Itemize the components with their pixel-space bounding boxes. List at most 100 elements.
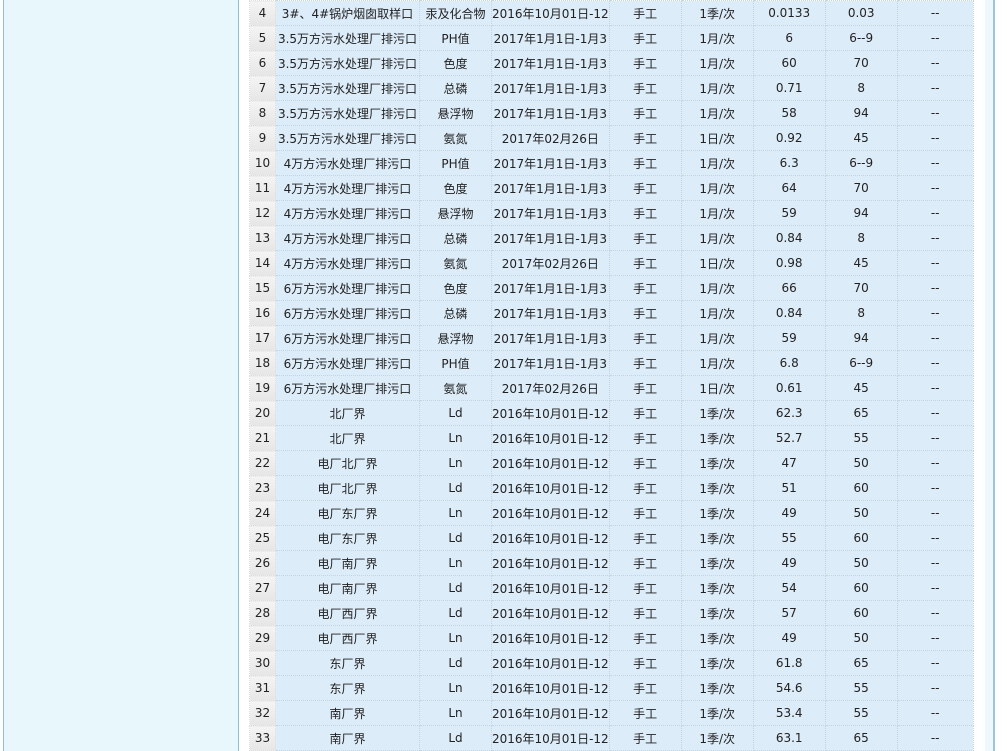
method-cell: 手工 bbox=[608, 675, 682, 701]
limit-value-cell: 65 bbox=[824, 650, 898, 676]
monitoring-point-cell: 6万方污水处理厂排污口 bbox=[275, 325, 420, 351]
limit-value-cell: 6--9 bbox=[824, 350, 898, 376]
measured-value-cell: 0.84 bbox=[752, 225, 826, 251]
method-cell: 手工 bbox=[608, 450, 682, 476]
method-cell: 手工 bbox=[608, 400, 682, 426]
monitoring-date-cell: 2017年1月1日-1月3 bbox=[491, 225, 610, 251]
limit-value-cell: 55 bbox=[824, 675, 898, 701]
pollutant-cell: 总磷 bbox=[419, 75, 492, 101]
measured-value-cell: 49 bbox=[752, 550, 826, 576]
method-cell: 手工 bbox=[608, 25, 682, 51]
limit-value-cell: 60 bbox=[824, 575, 898, 601]
remark-cell: -- bbox=[896, 225, 974, 251]
frequency-cell: 1季/次 bbox=[680, 675, 754, 701]
monitoring-point-cell: 4万方污水处理厂排污口 bbox=[275, 200, 420, 226]
table-row: 9 3.5万方污水处理厂排污口 氨氮 2017年02月26日 手工 1日/次 0.92 45-… bbox=[249, 125, 974, 151]
pollutant-cell: Ld bbox=[419, 575, 492, 601]
table-row: 21 北厂界 Ln 2016年10月01日-12 手工 1季/次 52.7 55 -- bbox=[249, 425, 974, 451]
monitoring-point-cell: 4万方污水处理厂排污口 bbox=[275, 225, 420, 251]
monitoring-point-cell: 东厂界 bbox=[275, 675, 420, 701]
frequency-cell: 1月/次 bbox=[680, 275, 754, 301]
pollutant-cell: 悬浮物 bbox=[419, 325, 492, 351]
monitoring-point-cell: 电厂西厂界 bbox=[275, 600, 420, 626]
remark-cell: -- bbox=[896, 625, 974, 651]
method-cell: 手工 bbox=[608, 725, 682, 751]
monitoring-point-cell: 电厂北厂界 bbox=[275, 475, 420, 501]
row-number-cell: 6 bbox=[249, 50, 276, 76]
method-cell: 手工 bbox=[608, 600, 682, 626]
pollutant-cell: Ln bbox=[419, 450, 492, 476]
pollutant-cell: Ld bbox=[419, 600, 492, 626]
pollutant-cell: 总磷 bbox=[419, 225, 492, 251]
pollutant-cell: 氨氮 bbox=[419, 375, 492, 401]
monitoring-date-cell: 2017年1月1日-1月3 bbox=[491, 275, 610, 301]
monitoring-point-cell: 电厂北厂界 bbox=[275, 450, 420, 476]
limit-value-cell: 8 bbox=[824, 300, 898, 326]
limit-value-cell: 8 bbox=[824, 225, 898, 251]
row-number-cell: 7 bbox=[249, 75, 276, 101]
monitoring-point-cell: 4万方污水处理厂排污口 bbox=[275, 175, 420, 201]
pollutant-cell: Ln bbox=[419, 700, 492, 726]
row-number-cell: 9 bbox=[249, 125, 276, 151]
row-number-cell: 10 bbox=[249, 150, 276, 176]
row-number-cell: 29 bbox=[249, 625, 276, 651]
measured-value-cell: 63.1 bbox=[752, 725, 826, 751]
pollutant-cell: Ld bbox=[419, 525, 492, 551]
pollutant-cell: Ln bbox=[419, 550, 492, 576]
measured-value-cell: 54.6 bbox=[752, 675, 826, 701]
limit-value-cell: 6--9 bbox=[824, 25, 898, 51]
monitoring-date-cell: 2016年10月01日-12 bbox=[491, 625, 610, 651]
row-number-cell: 20 bbox=[249, 400, 276, 426]
remark-cell: -- bbox=[896, 575, 974, 601]
monitoring-point-cell: 6万方污水处理厂排污口 bbox=[275, 375, 420, 401]
monitoring-date-cell: 2017年1月1日-1月3 bbox=[491, 150, 610, 176]
pollutant-cell: 色度 bbox=[419, 175, 492, 201]
frequency-cell: 1日/次 bbox=[680, 125, 754, 151]
row-number-cell: 24 bbox=[249, 500, 276, 526]
frequency-cell: 1月/次 bbox=[680, 25, 754, 51]
measured-value-cell: 0.61 bbox=[752, 375, 826, 401]
method-cell: 手工 bbox=[608, 350, 682, 376]
measured-value-cell: 66 bbox=[752, 275, 826, 301]
table-row: 7 3.5万方污水处理厂排污口 总磷 2017年1月1日-1月3 手工 1月/次 0.71 8… bbox=[249, 75, 974, 101]
method-cell: 手工 bbox=[608, 300, 682, 326]
monitoring-point-cell: 6万方污水处理厂排污口 bbox=[275, 300, 420, 326]
monitoring-point-cell: 北厂界 bbox=[275, 425, 420, 451]
monitoring-date-cell: 2016年10月01日-12 bbox=[491, 500, 610, 526]
monitoring-point-cell: 3#、4#锅炉烟囱取样口 bbox=[275, 0, 420, 26]
pollutant-cell: PH值 bbox=[419, 350, 492, 376]
table-row: 27 电厂南厂界 Ld 2016年10月01日-12 手工 1季/次 54 60 -- bbox=[249, 575, 974, 601]
table-row: 13 4万方污水处理厂排污口 总磷 2017年1月1日-1月3 手工 1月/次 0.84 8-… bbox=[249, 225, 974, 251]
method-cell: 手工 bbox=[608, 550, 682, 576]
monitoring-date-cell: 2017年02月26日 bbox=[491, 250, 610, 276]
table-row: 33 南厂界 Ld 2016年10月01日-12 手工 1季/次 63.1 65 -- bbox=[249, 725, 974, 751]
monitoring-point-cell: 电厂东厂界 bbox=[275, 525, 420, 551]
row-number-cell: 16 bbox=[249, 300, 276, 326]
method-cell: 手工 bbox=[608, 425, 682, 451]
pollutant-cell: Ln bbox=[419, 675, 492, 701]
table-row: 6 3.5万方污水处理厂排污口 色度 2017年1月1日-1月3 手工 1月/次 60 70-… bbox=[249, 50, 974, 76]
monitoring-date-cell: 2016年10月01日-12 bbox=[491, 575, 610, 601]
table-row: 12 4万方污水处理厂排污口 悬浮物 2017年1月1日-1月3 手工 1月/次 59 94-… bbox=[249, 200, 974, 226]
monitoring-date-cell: 2017年1月1日-1月3 bbox=[491, 50, 610, 76]
table-row: 31 东厂界 Ln 2016年10月01日-12 手工 1季/次 54.6 55 -- bbox=[249, 675, 974, 701]
method-cell: 手工 bbox=[608, 75, 682, 101]
row-number-cell: 25 bbox=[249, 525, 276, 551]
measured-value-cell: 6.3 bbox=[752, 150, 826, 176]
monitoring-date-cell: 2016年10月01日-12 bbox=[491, 400, 610, 426]
limit-value-cell: 65 bbox=[824, 400, 898, 426]
frequency-cell: 1月/次 bbox=[680, 325, 754, 351]
remark-cell: -- bbox=[896, 425, 974, 451]
monitoring-date-cell: 2017年1月1日-1月3 bbox=[491, 75, 610, 101]
row-number-cell: 26 bbox=[249, 550, 276, 576]
table-row: 26 电厂南厂界 Ln 2016年10月01日-12 手工 1季/次 49 50 -- bbox=[249, 550, 974, 576]
remark-cell: -- bbox=[896, 375, 974, 401]
monitoring-date-cell: 2016年10月01日-12 bbox=[491, 675, 610, 701]
monitoring-date-cell: 2017年1月1日-1月3 bbox=[491, 100, 610, 126]
limit-value-cell: 65 bbox=[824, 725, 898, 751]
remark-cell: -- bbox=[896, 150, 974, 176]
monitoring-date-cell: 2016年10月01日-12 bbox=[491, 425, 610, 451]
row-number-cell: 32 bbox=[249, 700, 276, 726]
monitoring-date-cell: 2016年10月01日-12 bbox=[491, 0, 610, 26]
remark-cell: -- bbox=[896, 100, 974, 126]
